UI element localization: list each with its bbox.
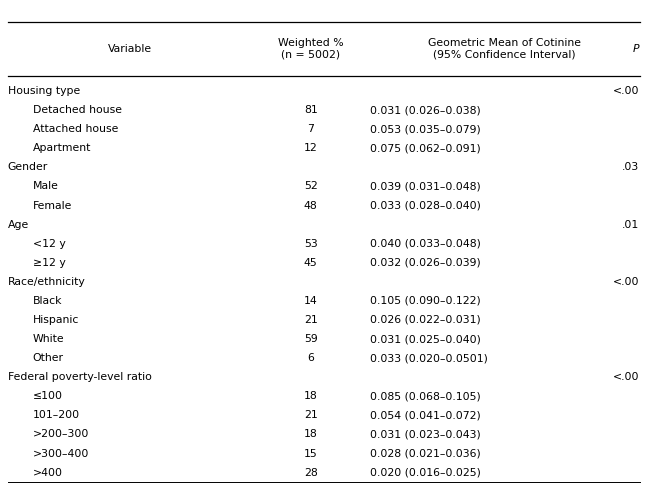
Text: 0.040 (0.033–0.048): 0.040 (0.033–0.048) (370, 239, 481, 249)
Text: 0.020 (0.016–0.025): 0.020 (0.016–0.025) (370, 468, 481, 478)
Text: Female: Female (33, 201, 72, 210)
Text: >400: >400 (33, 468, 63, 478)
Text: 0.032 (0.026–0.039): 0.032 (0.026–0.039) (370, 258, 480, 268)
Text: 59: 59 (303, 334, 318, 344)
Text: Detached house: Detached house (33, 105, 122, 115)
Text: 21: 21 (303, 410, 318, 420)
Text: 52: 52 (303, 182, 318, 191)
Text: 101–200: 101–200 (33, 410, 80, 420)
Text: P: P (633, 44, 640, 54)
Text: 0.028 (0.021–0.036): 0.028 (0.021–0.036) (370, 448, 480, 459)
Text: Male: Male (33, 182, 59, 191)
Text: 0.031 (0.023–0.043): 0.031 (0.023–0.043) (370, 429, 480, 440)
Text: 0.039 (0.031–0.048): 0.039 (0.031–0.048) (370, 182, 480, 191)
Text: 81: 81 (303, 105, 318, 115)
Text: Federal poverty-level ratio: Federal poverty-level ratio (8, 372, 152, 382)
Text: 0.053 (0.035–0.079): 0.053 (0.035–0.079) (370, 124, 480, 134)
Text: 18: 18 (303, 391, 318, 401)
Text: Variable: Variable (108, 44, 152, 54)
Text: 15: 15 (303, 448, 318, 459)
Text: Attached house: Attached house (33, 124, 118, 134)
Text: 12: 12 (303, 143, 318, 153)
Text: >300–400: >300–400 (33, 448, 89, 459)
Text: <.00: <.00 (613, 86, 640, 96)
Text: 0.105 (0.090–0.122): 0.105 (0.090–0.122) (370, 296, 480, 306)
Text: 0.033 (0.020–0.0501): 0.033 (0.020–0.0501) (370, 353, 487, 363)
Text: 45: 45 (303, 258, 318, 268)
Text: ≤100: ≤100 (33, 391, 63, 401)
Text: 0.054 (0.041–0.072): 0.054 (0.041–0.072) (370, 410, 480, 420)
Text: <12 y: <12 y (33, 239, 65, 249)
Text: Geometric Mean of Cotinine
(95% Confidence Interval): Geometric Mean of Cotinine (95% Confiden… (428, 38, 581, 60)
Text: Black: Black (33, 296, 62, 306)
Text: 48: 48 (303, 201, 318, 210)
Text: 21: 21 (303, 315, 318, 325)
Text: 0.026 (0.022–0.031): 0.026 (0.022–0.031) (370, 315, 480, 325)
Text: >200–300: >200–300 (33, 429, 89, 440)
Text: ≥12 y: ≥12 y (33, 258, 65, 268)
Text: .03: .03 (623, 163, 640, 172)
Text: Gender: Gender (8, 163, 48, 172)
Text: 14: 14 (303, 296, 318, 306)
Text: White: White (33, 334, 64, 344)
Text: 28: 28 (303, 468, 318, 478)
Text: 7: 7 (307, 124, 314, 134)
Text: Apartment: Apartment (33, 143, 91, 153)
Text: Race/ethnicity: Race/ethnicity (8, 277, 86, 287)
Text: 0.031 (0.025–0.040): 0.031 (0.025–0.040) (370, 334, 481, 344)
Text: <.00: <.00 (613, 277, 640, 287)
Text: Weighted %
(n = 5002): Weighted % (n = 5002) (278, 38, 343, 60)
Text: 6: 6 (307, 353, 314, 363)
Text: 0.031 (0.026–0.038): 0.031 (0.026–0.038) (370, 105, 480, 115)
Text: Other: Other (33, 353, 63, 363)
Text: 0.033 (0.028–0.040): 0.033 (0.028–0.040) (370, 201, 481, 210)
Text: Housing type: Housing type (8, 86, 80, 96)
Text: Hispanic: Hispanic (33, 315, 79, 325)
Text: 0.085 (0.068–0.105): 0.085 (0.068–0.105) (370, 391, 480, 401)
Text: Age: Age (8, 220, 29, 229)
Text: 0.075 (0.062–0.091): 0.075 (0.062–0.091) (370, 143, 480, 153)
Text: 18: 18 (303, 429, 318, 440)
Text: .01: .01 (623, 220, 640, 229)
Text: <.00: <.00 (613, 372, 640, 382)
Text: 53: 53 (303, 239, 318, 249)
